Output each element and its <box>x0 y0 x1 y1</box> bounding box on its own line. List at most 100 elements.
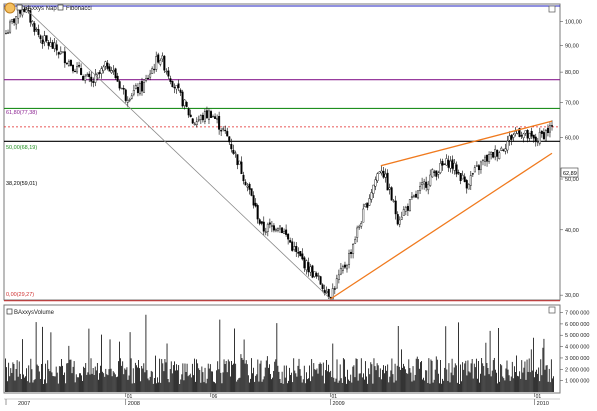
candle-body <box>283 231 286 234</box>
candle-body <box>276 228 279 231</box>
candle-body <box>299 251 302 257</box>
candle-body <box>453 162 456 171</box>
volume-checkbox-icon[interactable] <box>6 308 13 315</box>
candle-body <box>337 274 340 280</box>
volume-tick-label: 1 000 000 <box>565 379 589 385</box>
candle-body <box>427 183 430 191</box>
candle-body <box>250 188 253 196</box>
candle-body <box>90 76 93 82</box>
candle-body <box>122 88 125 90</box>
price-tick-label: 50,00 <box>565 177 579 183</box>
candle-body <box>252 195 255 206</box>
month-tick-label: 01 <box>127 394 133 400</box>
candle-body <box>207 110 210 120</box>
candle-body <box>469 175 472 186</box>
candle-body <box>398 219 401 225</box>
candle-body <box>408 199 411 212</box>
candle-body <box>104 61 107 67</box>
legend-tool-checkbox-icon[interactable] <box>57 4 64 11</box>
candle-body <box>110 70 113 73</box>
trendlines[interactable] <box>22 5 553 300</box>
candle-body <box>39 35 42 40</box>
candle-body <box>256 205 259 220</box>
candle-body <box>49 42 52 47</box>
year-tick-label: 2010 <box>537 401 549 406</box>
candle-body <box>419 186 422 191</box>
candle-body <box>546 127 549 134</box>
candle-body <box>364 203 367 208</box>
candle-body <box>415 193 418 198</box>
candle-body <box>331 288 334 300</box>
legend-checkbox-icon[interactable] <box>16 4 23 11</box>
candle-body <box>400 216 403 220</box>
time-axis: 01 06 01 01 2007 2008 2009 2010 <box>4 393 560 407</box>
candle-body <box>518 128 521 137</box>
candle-body <box>530 130 533 137</box>
candle-body <box>488 154 491 162</box>
candle-body <box>63 51 66 64</box>
candle-body <box>374 179 377 187</box>
maximize-volume-panel-icon[interactable] <box>548 306 556 314</box>
candle-body <box>31 21 34 25</box>
candle-body <box>193 123 196 126</box>
candle-body <box>9 21 12 33</box>
candle-body <box>366 202 369 208</box>
candle-body <box>246 185 249 188</box>
candle-body <box>112 70 115 72</box>
candle-body <box>224 129 227 132</box>
candle-body <box>502 149 505 151</box>
candle-body <box>494 149 497 158</box>
candle-body <box>47 42 50 46</box>
candle-body <box>441 160 444 166</box>
trendline-downtrend <box>22 5 331 300</box>
candle-body <box>528 133 531 139</box>
volume-tick-label: 7 000 000 <box>565 311 589 317</box>
candle-body <box>352 243 355 254</box>
candle-body <box>522 133 525 139</box>
candle-body <box>272 225 275 231</box>
candle-body <box>321 284 324 290</box>
candle-body <box>496 150 499 157</box>
candle-body <box>394 200 397 215</box>
candle-body <box>43 35 46 43</box>
maximize-price-panel-icon[interactable] <box>548 5 556 13</box>
volume-axis: 1 000 000 2 000 000 3 000 000 4 000 000 5 00… <box>560 311 589 385</box>
candle-body <box>467 184 470 190</box>
candle-body <box>128 99 131 101</box>
candle-body <box>287 233 290 240</box>
candle-body <box>382 170 385 178</box>
candle-body <box>451 159 454 169</box>
candle-body <box>305 260 308 271</box>
candle-body <box>281 227 284 233</box>
candle-body <box>435 170 438 177</box>
candle-body <box>238 160 241 165</box>
candle-body <box>412 195 415 198</box>
candle-body <box>343 264 346 268</box>
candle-body <box>479 161 482 170</box>
candle-body <box>279 225 282 230</box>
tool-icon[interactable] <box>4 2 16 14</box>
fib-50-label: 50,00(68,19) <box>6 145 37 151</box>
candle-body <box>463 176 466 182</box>
candle-body <box>23 8 26 12</box>
candle-body <box>159 60 162 65</box>
candle-body <box>161 55 164 60</box>
candle-body <box>425 181 428 188</box>
candle-body <box>147 77 150 80</box>
candle-body <box>510 135 513 140</box>
candle-body <box>471 173 474 175</box>
candle-body <box>457 172 460 174</box>
month-tick-label: 01 <box>331 394 337 400</box>
candle-body <box>406 206 409 211</box>
volume-series-label: BAxxysVolume <box>14 310 55 316</box>
candle-body <box>78 65 81 67</box>
candle-body <box>165 70 168 73</box>
fib-618-label: 61,80(77,38) <box>6 110 37 116</box>
candle-body <box>222 128 225 130</box>
candle-body <box>230 144 233 150</box>
candle-body <box>526 130 529 139</box>
candle-body <box>548 125 551 133</box>
candle-body <box>404 207 407 212</box>
candle-body <box>65 62 68 64</box>
